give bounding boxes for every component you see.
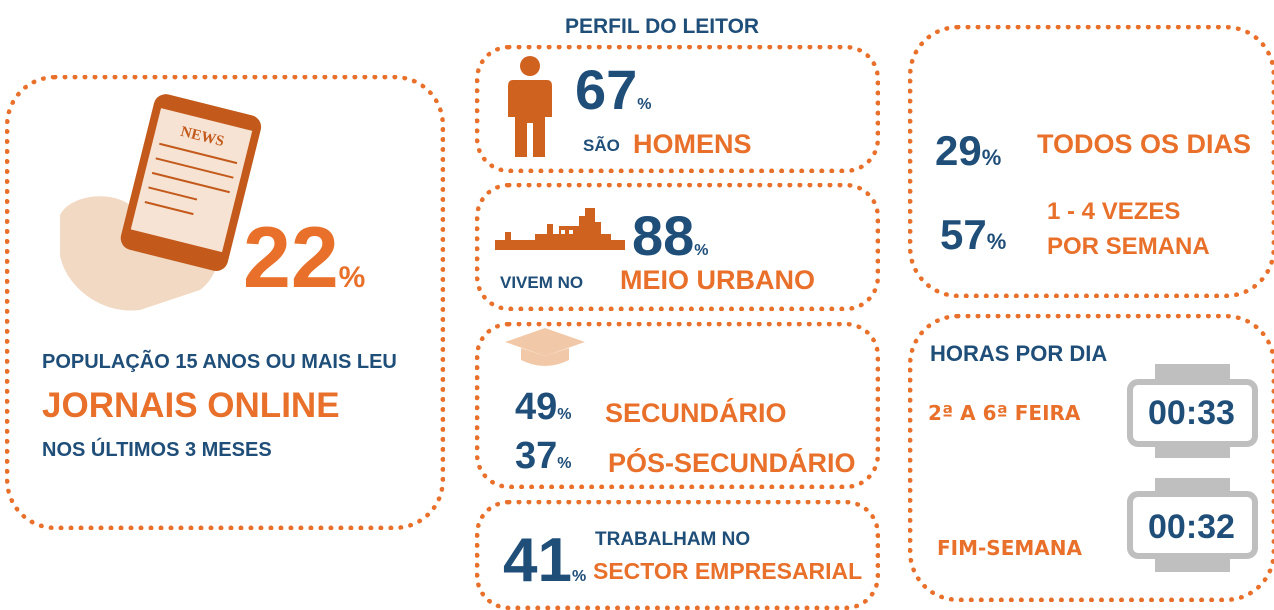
hours-time-1: 00:32 bbox=[1148, 508, 1235, 546]
edu-label-0: SECUNDÁRIO bbox=[605, 398, 787, 428]
freq-value-0: 29% bbox=[935, 130, 1001, 172]
edu-number-1: 37 bbox=[515, 435, 558, 477]
profile-title: PERFIL DO LEITOR bbox=[565, 15, 760, 38]
hours-label-1: FIM-SEMANA bbox=[937, 536, 1082, 560]
main-line3: NOS ÚLTIMOS 3 MESES bbox=[42, 439, 272, 461]
main-line2: JORNAIS ONLINE bbox=[42, 386, 340, 425]
urban-unit: % bbox=[694, 242, 709, 259]
edu-value-0: 49% bbox=[515, 388, 572, 426]
main-value: 22% bbox=[243, 215, 365, 301]
urban-value: 88% bbox=[632, 208, 709, 264]
freq-number-0: 29 bbox=[935, 127, 982, 174]
work-value: 41% bbox=[503, 530, 586, 592]
watch-icons bbox=[1127, 364, 1258, 572]
freq-number-1: 57 bbox=[940, 211, 987, 258]
hours-label-0: 2ª A 6ª FEIRA bbox=[928, 401, 1081, 425]
person-icon bbox=[508, 56, 552, 157]
gender-prefix: SÃO bbox=[583, 136, 620, 155]
main-line1: POPULAÇÃO 15 ANOS OU MAIS LEU bbox=[42, 351, 397, 373]
work-unit: % bbox=[571, 568, 587, 585]
edu-label-1: PÓS-SECUNDÁRIO bbox=[608, 448, 856, 478]
freq-label-1a: 1 - 4 VEZES bbox=[1047, 198, 1181, 225]
urban-panel bbox=[475, 183, 880, 311]
gender-unit: % bbox=[637, 96, 652, 113]
freq-unit-0: % bbox=[981, 145, 1002, 170]
education-panel bbox=[475, 322, 880, 489]
phone-icon: NEWS bbox=[60, 94, 262, 311]
freq-label-0: TODOS OS DIAS bbox=[1037, 129, 1252, 159]
work-number: 41 bbox=[503, 526, 572, 595]
freq-label-1b: POR SEMANA bbox=[1047, 233, 1210, 260]
freq-unit-1: % bbox=[986, 229, 1007, 254]
urban-prefix: VIVEM NO bbox=[500, 273, 584, 292]
edu-unit-0: % bbox=[557, 406, 572, 423]
city-icon bbox=[495, 208, 625, 250]
edu-unit-1: % bbox=[557, 455, 572, 472]
hours-time-0: 00:33 bbox=[1148, 394, 1235, 432]
urban-number: 88 bbox=[632, 204, 695, 267]
gender-panel bbox=[475, 45, 880, 173]
main-number: 22 bbox=[243, 210, 339, 306]
work-line2: SECTOR EMPRESARIAL bbox=[593, 558, 863, 584]
main-panel bbox=[5, 75, 445, 530]
work-line1: TRABALHAM NO bbox=[595, 529, 751, 550]
gender-number: 67 bbox=[575, 58, 638, 121]
frequency-panel bbox=[908, 25, 1274, 298]
freq-value-1: 57% bbox=[940, 214, 1006, 256]
hours-panel bbox=[908, 314, 1274, 602]
gender-value: 67% bbox=[575, 62, 652, 118]
cap-icon bbox=[505, 328, 585, 366]
work-panel bbox=[475, 500, 880, 610]
hours-title: HORAS POR DIA bbox=[930, 341, 1108, 366]
gender-label: HOMENS bbox=[633, 129, 752, 159]
edu-number-0: 49 bbox=[515, 386, 558, 428]
edu-value-1: 37% bbox=[515, 437, 572, 475]
main-unit: % bbox=[338, 261, 366, 294]
urban-label: MEIO URBANO bbox=[620, 265, 815, 295]
